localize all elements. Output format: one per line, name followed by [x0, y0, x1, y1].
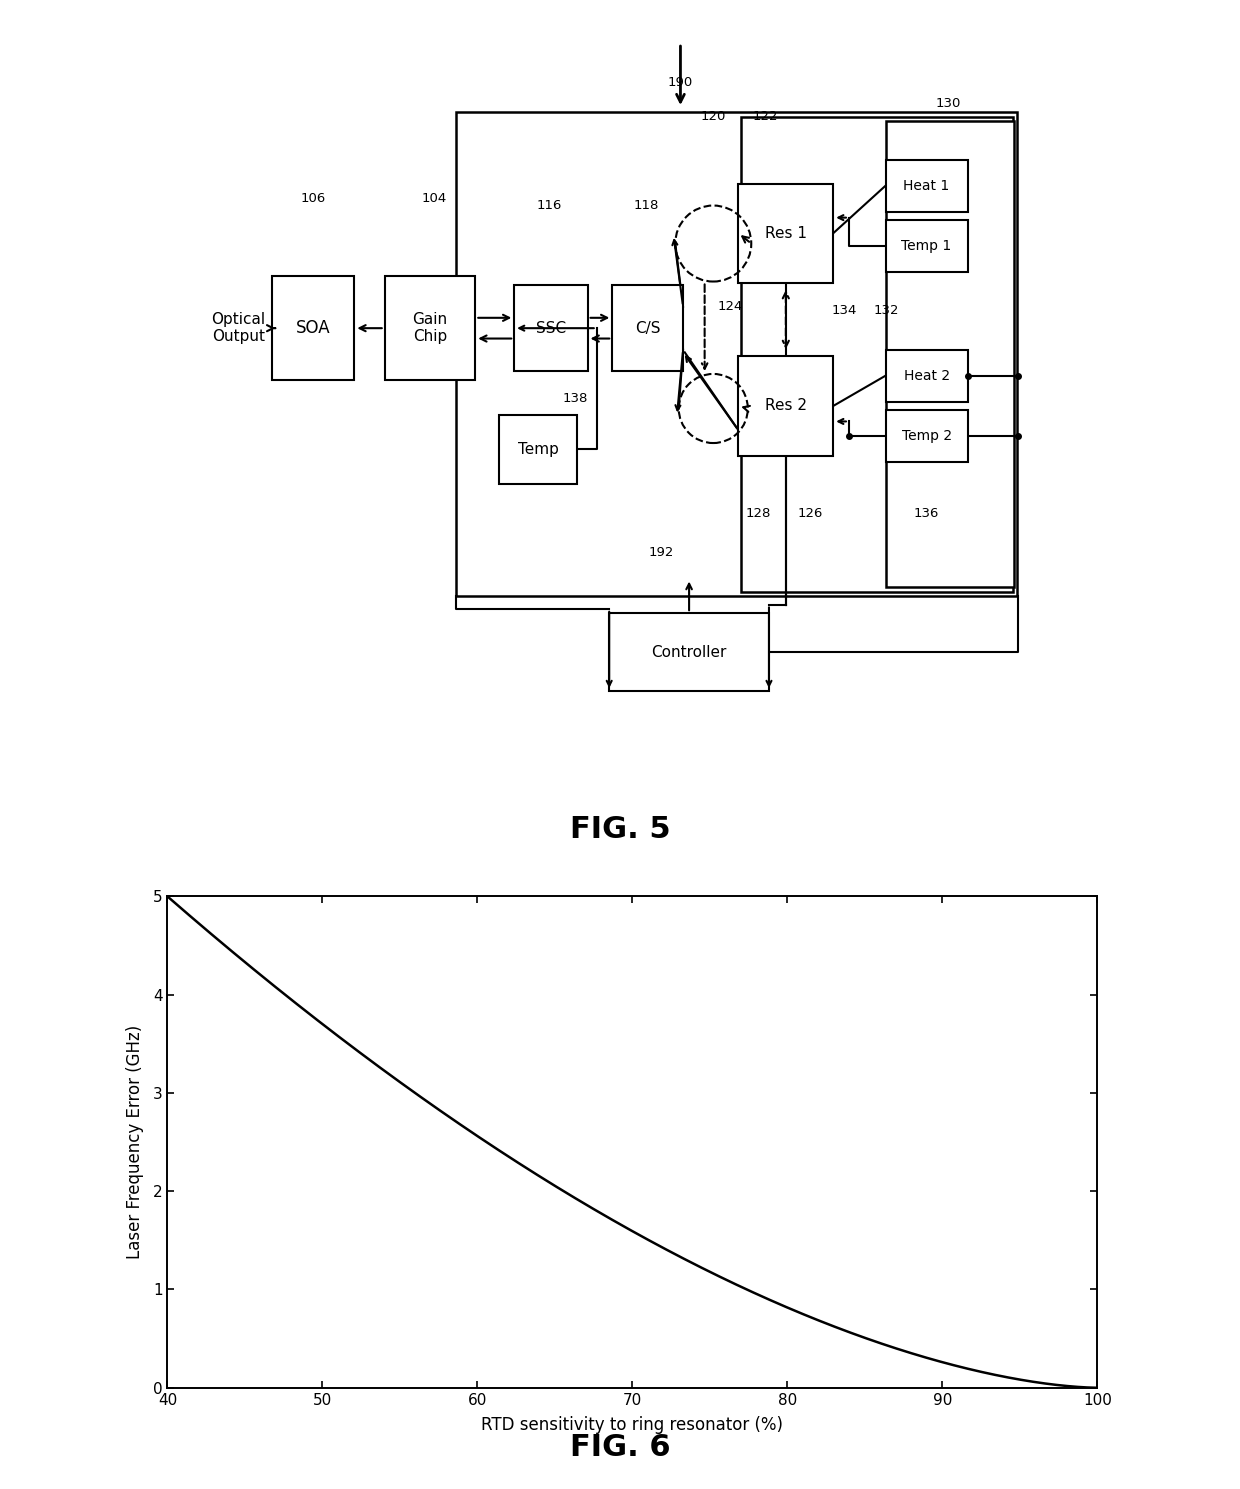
Text: Heat 2: Heat 2: [904, 369, 950, 383]
Text: 192: 192: [649, 546, 675, 560]
Text: 190: 190: [668, 76, 693, 88]
Bar: [384, 277, 475, 380]
Text: 124: 124: [718, 301, 743, 313]
Text: 138: 138: [563, 393, 588, 405]
Text: Controller: Controller: [651, 645, 727, 660]
Bar: [885, 350, 967, 402]
Text: 134: 134: [832, 304, 857, 317]
Text: 118: 118: [634, 200, 658, 211]
Text: 104: 104: [422, 192, 446, 205]
Text: Temp 1: Temp 1: [901, 240, 952, 253]
Text: Temp 2: Temp 2: [901, 429, 951, 444]
Text: Heat 1: Heat 1: [904, 179, 950, 192]
Bar: [887, 121, 1014, 587]
Text: 128: 128: [745, 508, 771, 520]
Bar: [885, 411, 967, 462]
Text: FIG. 6: FIG. 6: [569, 1432, 671, 1462]
Text: 126: 126: [797, 508, 822, 520]
Text: 136: 136: [914, 508, 939, 520]
Text: Optical
Output: Optical Output: [211, 313, 265, 344]
Bar: [742, 116, 1013, 591]
Y-axis label: Laser Frequency Error (GHz): Laser Frequency Error (GHz): [126, 1024, 144, 1260]
Bar: [885, 159, 967, 211]
Text: 130: 130: [935, 97, 961, 110]
Text: 116: 116: [537, 200, 562, 211]
Bar: [738, 356, 833, 456]
Bar: [738, 183, 833, 283]
Text: FIG. 5: FIG. 5: [569, 814, 671, 844]
Text: 120: 120: [701, 110, 725, 124]
Text: Temp: Temp: [517, 442, 558, 457]
Bar: [885, 220, 967, 272]
Text: Res 1: Res 1: [765, 226, 807, 241]
Bar: [609, 613, 769, 691]
Bar: [515, 284, 588, 371]
Bar: [498, 414, 577, 484]
Text: 122: 122: [753, 110, 777, 124]
Text: C/S: C/S: [635, 320, 661, 335]
Text: 132: 132: [873, 304, 899, 317]
Text: 106: 106: [301, 192, 326, 205]
Text: Gain
Chip: Gain Chip: [413, 313, 448, 344]
Text: Res 2: Res 2: [765, 399, 807, 414]
Bar: [613, 284, 683, 371]
Text: SOA: SOA: [296, 319, 331, 337]
Bar: [456, 112, 1017, 596]
X-axis label: RTD sensitivity to ring resonator (%): RTD sensitivity to ring resonator (%): [481, 1416, 784, 1434]
Text: SSC: SSC: [536, 320, 565, 335]
Bar: [273, 277, 355, 380]
